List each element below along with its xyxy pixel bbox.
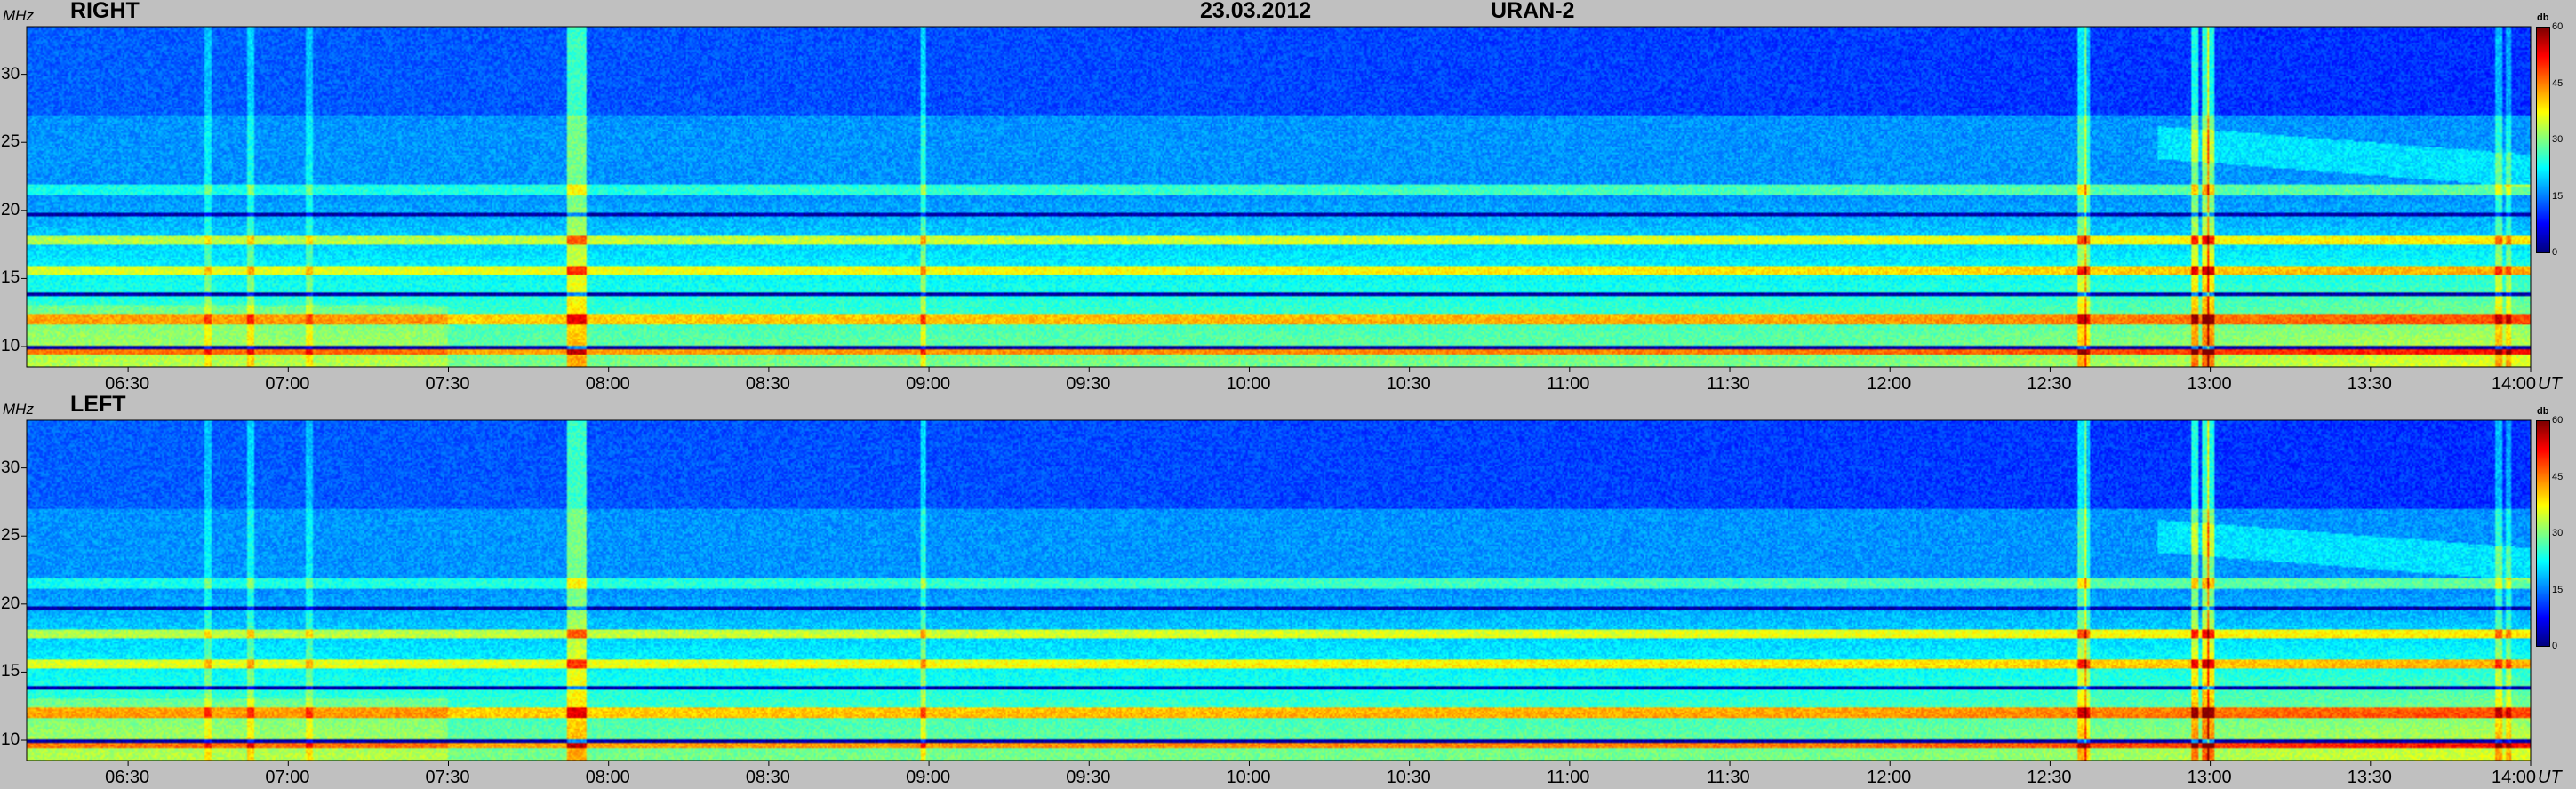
y-axis-unit: MHz <box>3 401 34 418</box>
x-tick-label: 08:30 <box>745 768 790 787</box>
x-tick-label: 12:30 <box>2027 768 2072 787</box>
colorbar-tick-label: 45 <box>2552 471 2564 482</box>
colorbar-tick-label: 15 <box>2552 190 2564 202</box>
colorbar-tick-label: 0 <box>2552 641 2558 651</box>
y-tick-label: 30 <box>1 458 20 477</box>
colorbar-tick-label: 0 <box>2552 247 2558 258</box>
y-tick-label: 10 <box>1 730 20 750</box>
x-tick-label: 12:00 <box>1867 374 1912 394</box>
x-tick-label: 09:00 <box>906 768 951 787</box>
x-tick-label: 10:00 <box>1226 374 1271 394</box>
x-tick-label: 07:00 <box>265 374 310 394</box>
y-axis-unit: MHz <box>3 7 34 24</box>
y-tick-label: 25 <box>1 526 20 546</box>
colorbar-unit: db <box>2537 406 2549 417</box>
x-tick-label: 06:30 <box>105 768 150 787</box>
x-tick-label: 09:30 <box>1066 374 1111 394</box>
x-axis-unit: UT <box>2538 374 2562 394</box>
x-tick-label: 09:30 <box>1066 768 1111 787</box>
y-tick-label: 20 <box>1 594 20 613</box>
panel-label: RIGHT <box>70 0 140 23</box>
colorbar-tick-label: 45 <box>2552 77 2564 89</box>
x-tick-label: 14:00 <box>2492 768 2537 787</box>
observation-date: 23.03.2012 <box>1200 0 1312 23</box>
x-tick-label: 12:30 <box>2027 374 2072 394</box>
x-tick-label: 08:30 <box>745 374 790 394</box>
y-tick-label: 25 <box>1 132 20 152</box>
station-name: URAN-2 <box>1491 0 1575 23</box>
panel-label: LEFT <box>70 392 126 417</box>
colorbar-tick-label: 30 <box>2552 528 2564 538</box>
x-tick-label: 07:30 <box>425 374 470 394</box>
x-tick-label: 11:00 <box>1546 768 1590 787</box>
x-tick-label: 07:30 <box>425 768 470 787</box>
y-tick-label: 10 <box>1 337 20 356</box>
colorbar <box>2536 27 2550 253</box>
x-tick-label: 13:30 <box>2347 374 2392 394</box>
x-tick-label: 13:30 <box>2347 768 2392 787</box>
x-tick-label: 07:00 <box>265 768 310 787</box>
colorbar-unit: db <box>2537 12 2549 23</box>
x-tick-label: 14:00 <box>2492 374 2537 394</box>
x-axis-unit: UT <box>2538 768 2562 787</box>
y-tick-label: 15 <box>1 662 20 681</box>
x-tick-label: 10:30 <box>1386 374 1431 394</box>
x-tick-label: 09:00 <box>906 374 951 394</box>
colorbar-tick-label: 15 <box>2552 584 2564 595</box>
x-tick-label: 11:00 <box>1546 374 1590 394</box>
spectrogram-heatmap <box>27 420 2531 761</box>
x-tick-label: 11:30 <box>1707 768 1750 787</box>
colorbar-tick-label: 30 <box>2552 134 2564 145</box>
x-tick-label: 06:30 <box>105 374 150 394</box>
y-tick-label: 20 <box>1 200 20 219</box>
x-tick-label: 13:00 <box>2187 374 2232 394</box>
colorbar-tick-label: 60 <box>2552 21 2564 32</box>
x-tick-label: 12:00 <box>1867 768 1912 787</box>
spectrogram-heatmap <box>27 27 2531 367</box>
x-tick-label: 10:00 <box>1226 768 1271 787</box>
x-tick-label: 08:00 <box>585 374 630 394</box>
colorbar <box>2536 420 2550 647</box>
x-tick-label: 10:30 <box>1386 768 1431 787</box>
x-tick-label: 11:30 <box>1707 374 1750 394</box>
x-tick-label: 08:00 <box>585 768 630 787</box>
x-tick-label: 13:00 <box>2187 768 2232 787</box>
y-tick-label: 30 <box>1 64 20 84</box>
y-tick-label: 15 <box>1 268 20 288</box>
colorbar-tick-label: 60 <box>2552 415 2564 426</box>
